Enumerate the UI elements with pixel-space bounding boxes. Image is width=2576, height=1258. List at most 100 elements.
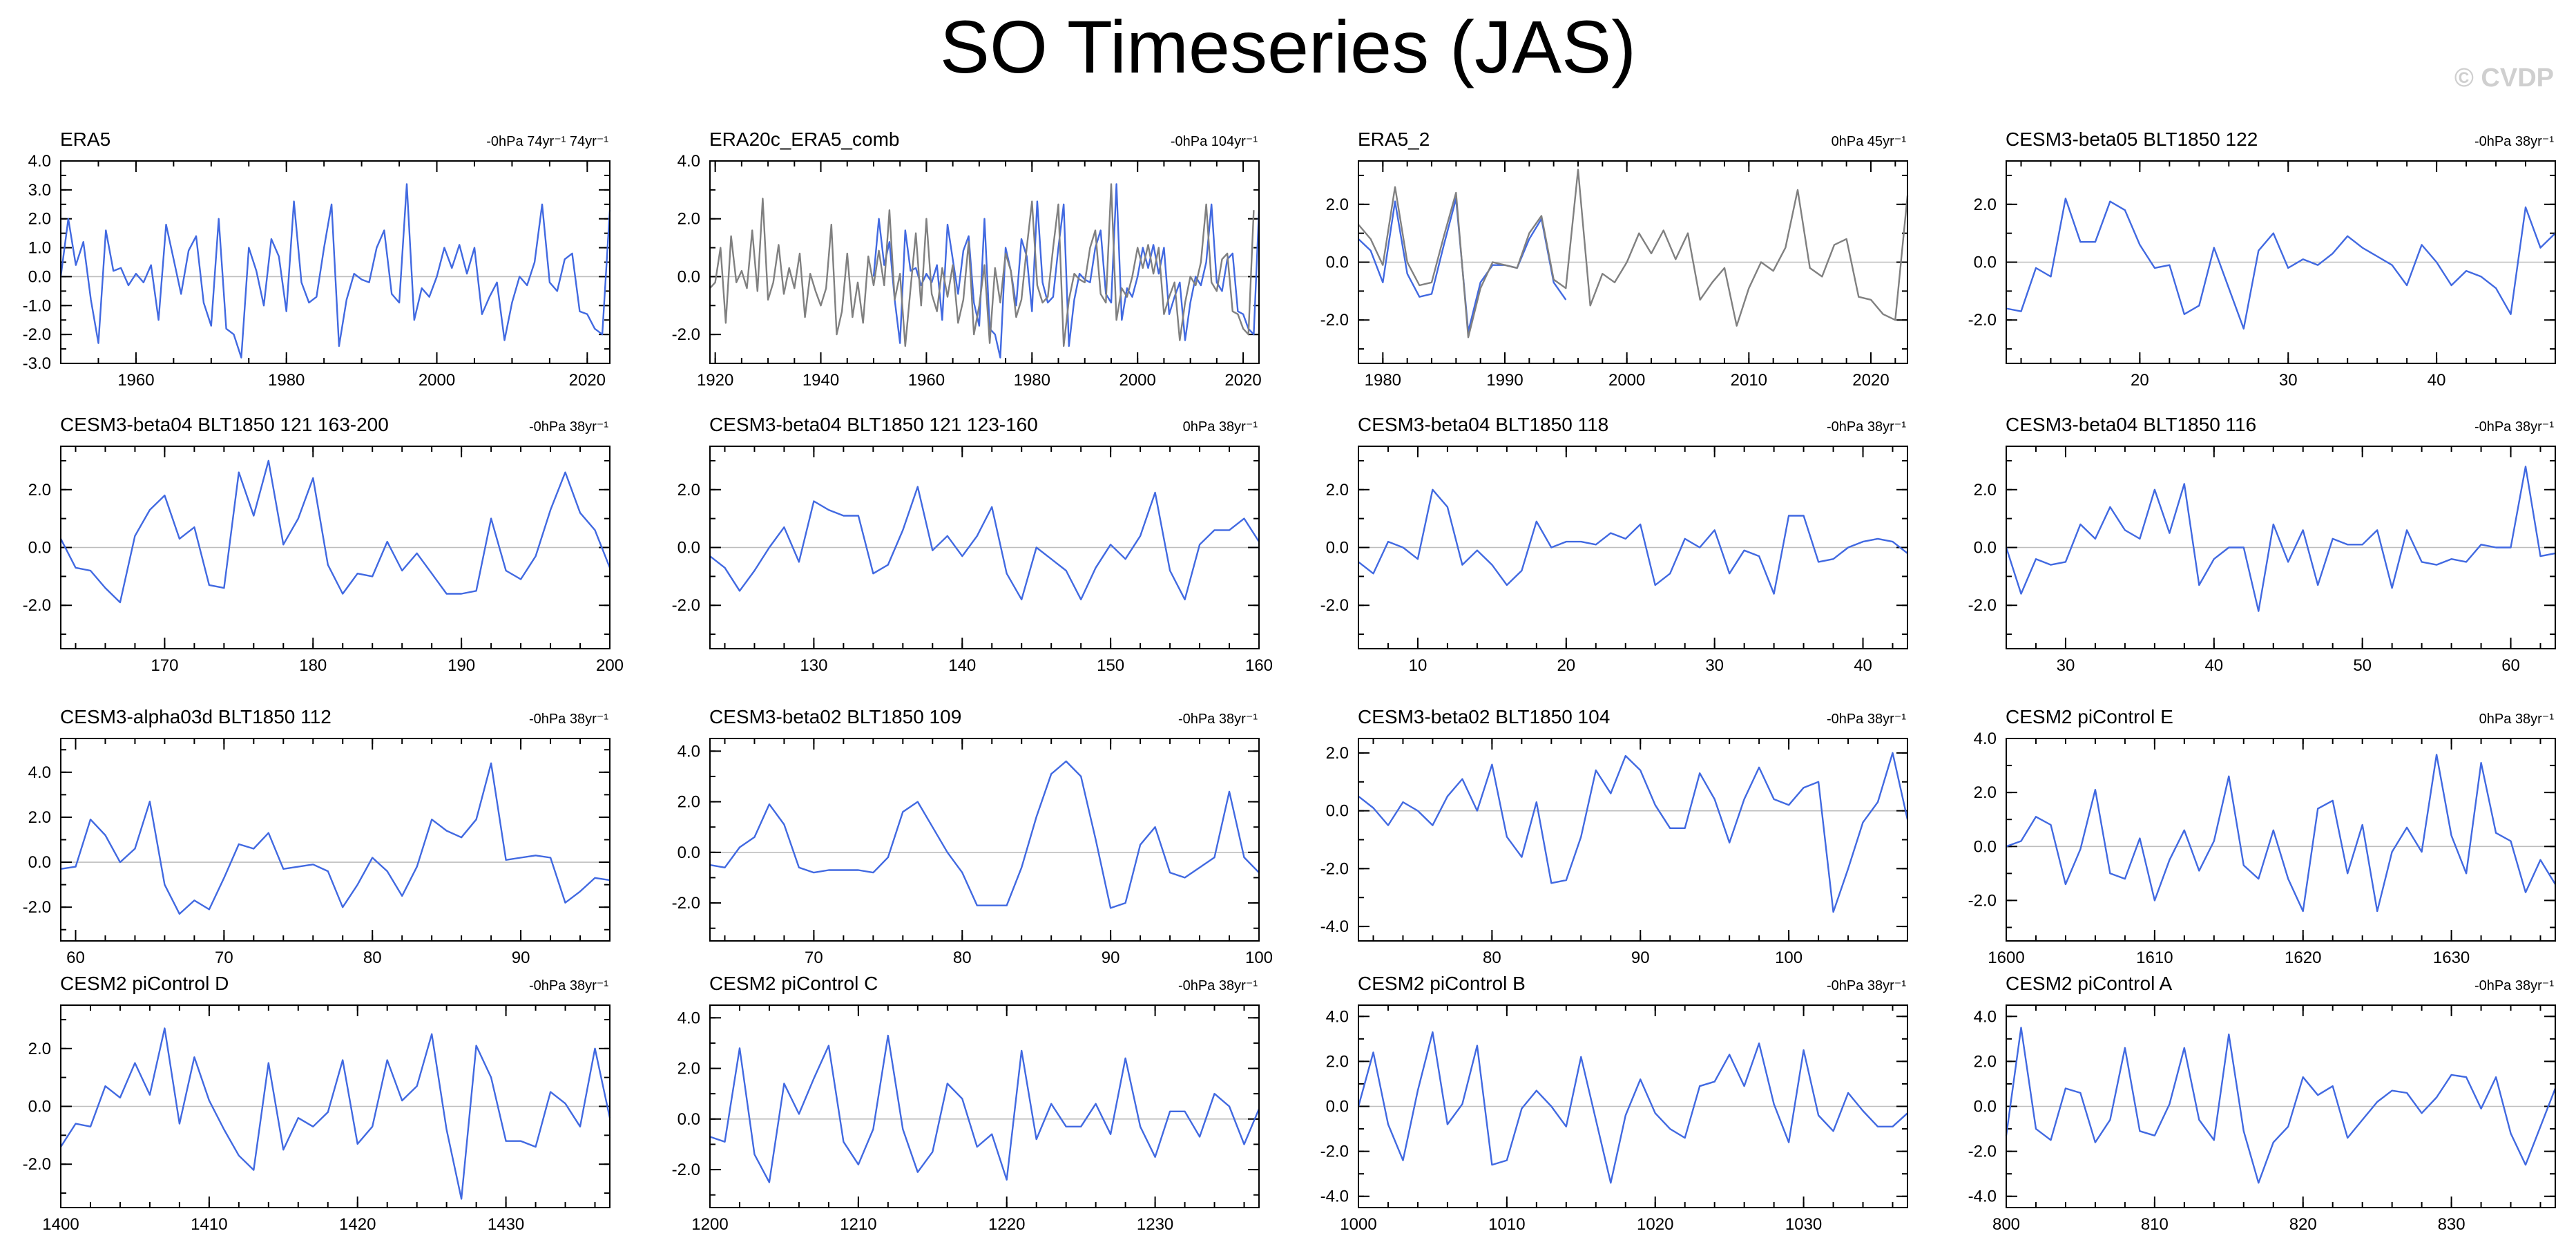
plot-frame xyxy=(709,738,1260,942)
panel-title: ERA5_2 xyxy=(1358,128,1430,150)
panel-title: CESM3-beta02 BLT1850 109 xyxy=(709,706,961,727)
y-tick-label: 2.0 xyxy=(1326,1052,1349,1071)
x-tick-label: 1420 xyxy=(339,1215,376,1234)
x-tick-label: 1030 xyxy=(1785,1215,1822,1234)
x-tick-label: 30 xyxy=(2279,371,2298,390)
plot-frame xyxy=(60,1004,611,1208)
y-tick-label: -2.0 xyxy=(672,596,700,615)
panel-1: ERA5 -0hPa 74yr⁻¹ 74yr⁻¹ 1960 1980 2000 2020 4… xyxy=(23,128,611,390)
x-tick-label: 90 xyxy=(1102,949,1120,967)
x-tick-label: 2000 xyxy=(1119,371,1155,390)
panel-6: CESM3-beta04 BLT1850 121 123-160 0hPa 38y… xyxy=(672,414,1273,675)
plot-frame xyxy=(709,446,1260,649)
x-tick-label: 40 xyxy=(2204,656,2223,675)
y-tick-label: 0.0 xyxy=(1326,254,1349,272)
panel-2: ERA20c_ERA5_comb -0hPa 104yr⁻¹ 1920 1940 196… xyxy=(672,128,1262,390)
x-tick-label: 2020 xyxy=(1852,371,1889,390)
y-tick-label: -2.0 xyxy=(23,1155,51,1174)
panel-info: -0hPa 38yr⁻¹ xyxy=(529,419,608,435)
x-tick-label: 1200 xyxy=(691,1215,728,1234)
series-line-1 xyxy=(2006,198,2556,330)
y-tick-label: 0.0 xyxy=(1326,802,1349,821)
y-tick-label: -2.0 xyxy=(1968,891,1997,910)
plot-frame xyxy=(60,160,611,364)
series-line-1 xyxy=(2005,466,2556,612)
y-tick-label: 3.0 xyxy=(28,181,51,200)
x-tick-label: 20 xyxy=(2131,371,2149,390)
plot-frame xyxy=(2006,446,2556,649)
plot-frame xyxy=(1358,738,1908,942)
x-tick-label: 40 xyxy=(1854,656,1872,675)
series-line-1 xyxy=(59,459,611,604)
y-tick-label: 0.0 xyxy=(1326,539,1349,557)
panel-title: CESM2 piControl C xyxy=(709,973,878,994)
x-tick-label: 1230 xyxy=(1137,1215,1173,1234)
y-tick-label: -2.0 xyxy=(1968,596,1997,615)
panel-10: CESM3-beta02 BLT1850 109 -0hPa 38yr⁻¹ 70 80… xyxy=(672,706,1273,967)
x-tick-label: 1960 xyxy=(117,371,154,390)
panel-info: -0hPa 38yr⁻¹ xyxy=(2474,978,2554,993)
panel-info: -0hPa 38yr⁻¹ xyxy=(1827,712,1906,727)
y-tick-label: 1.0 xyxy=(28,239,51,258)
panel-13: CESM2 piControl D -0hPa 38yr⁻¹ 1400 1410 142… xyxy=(23,973,611,1234)
y-tick-label: 4.0 xyxy=(1974,1007,1997,1026)
panel-info: -0hPa 38yr⁻¹ xyxy=(529,712,608,727)
y-tick-label: 4.0 xyxy=(677,1009,700,1027)
x-tick-label: 40 xyxy=(2428,371,2446,390)
x-tick-label: 140 xyxy=(948,656,976,675)
x-tick-label: 1990 xyxy=(1486,371,1523,390)
series-line-1 xyxy=(709,486,1260,600)
y-tick-label: 0.0 xyxy=(1974,254,1997,272)
y-tick-label: 2.0 xyxy=(1974,1052,1997,1071)
y-tick-label: -2.0 xyxy=(23,325,51,344)
panel-11: CESM3-beta02 BLT1850 104 -0hPa 38yr⁻¹ 80 90… xyxy=(1320,706,1909,967)
y-tick-label: -2.0 xyxy=(1968,311,1997,330)
y-tick-label: 2.0 xyxy=(677,793,700,812)
series-line-1 xyxy=(1358,488,1908,595)
x-tick-label: 2020 xyxy=(1224,371,1261,390)
y-tick-label: 0.0 xyxy=(677,267,700,286)
y-tick-label: 2.0 xyxy=(1326,744,1349,763)
y-tick-label: -2.0 xyxy=(672,894,700,913)
panel-info: -0hPa 38yr⁻¹ xyxy=(1827,978,1906,993)
x-tick-label: 1430 xyxy=(488,1215,524,1234)
plot-frame xyxy=(60,446,611,649)
x-tick-label: 60 xyxy=(66,949,85,967)
y-tick-label: 0.0 xyxy=(1974,539,1997,557)
y-tick-label: 2.0 xyxy=(677,210,700,229)
y-tick-label: -2.0 xyxy=(1320,1143,1349,1161)
y-tick-label: 0.0 xyxy=(1974,837,1997,856)
y-tick-label: -1.0 xyxy=(23,296,51,315)
x-tick-label: 2020 xyxy=(569,371,606,390)
panel-info: -0hPa 38yr⁻¹ xyxy=(1827,419,1906,435)
panel-info: -0hPa 38yr⁻¹ xyxy=(2474,419,2554,435)
y-tick-label: -2.0 xyxy=(1320,859,1349,878)
panel-info: -0hPa 38yr⁻¹ xyxy=(2474,134,2554,149)
x-tick-label: 1940 xyxy=(802,371,839,390)
panel-info: -0hPa 38yr⁻¹ xyxy=(529,978,608,993)
y-tick-label: -2.0 xyxy=(1968,1143,1997,1161)
y-tick-label: -2.0 xyxy=(1320,596,1349,615)
x-tick-label: 160 xyxy=(1245,656,1273,675)
x-tick-label: 100 xyxy=(1245,949,1273,967)
y-tick-label: -4.0 xyxy=(1968,1188,1997,1206)
panel-5: CESM3-beta04 BLT1850 121 163-200 -0hPa 38… xyxy=(23,414,624,675)
y-tick-label: 0.0 xyxy=(28,267,51,286)
series-line-1 xyxy=(2006,754,2557,913)
y-tick-label: 0.0 xyxy=(28,1098,51,1116)
x-tick-label: 30 xyxy=(2057,656,2075,675)
x-tick-label: 70 xyxy=(805,949,823,967)
y-tick-label: -2.0 xyxy=(23,898,51,917)
y-tick-label: -4.0 xyxy=(1320,1188,1349,1206)
y-tick-label: 2.0 xyxy=(677,1060,700,1078)
panel-title: ERA5 xyxy=(60,128,110,150)
x-tick-label: 820 xyxy=(2289,1215,2317,1234)
panel-title: CESM3-beta04 BLT1850 121 163-200 xyxy=(60,414,389,435)
y-tick-label: 0.0 xyxy=(677,844,700,862)
panel-info: -0hPa 104yr⁻¹ xyxy=(1171,134,1258,149)
x-tick-label: 2000 xyxy=(419,371,455,390)
x-tick-label: 1010 xyxy=(1488,1215,1525,1234)
panel-title: CESM3-beta02 BLT1850 104 xyxy=(1358,706,1610,727)
panel-14: CESM2 piControl C -0hPa 38yr⁻¹ 1200 1210 122… xyxy=(672,973,1260,1234)
